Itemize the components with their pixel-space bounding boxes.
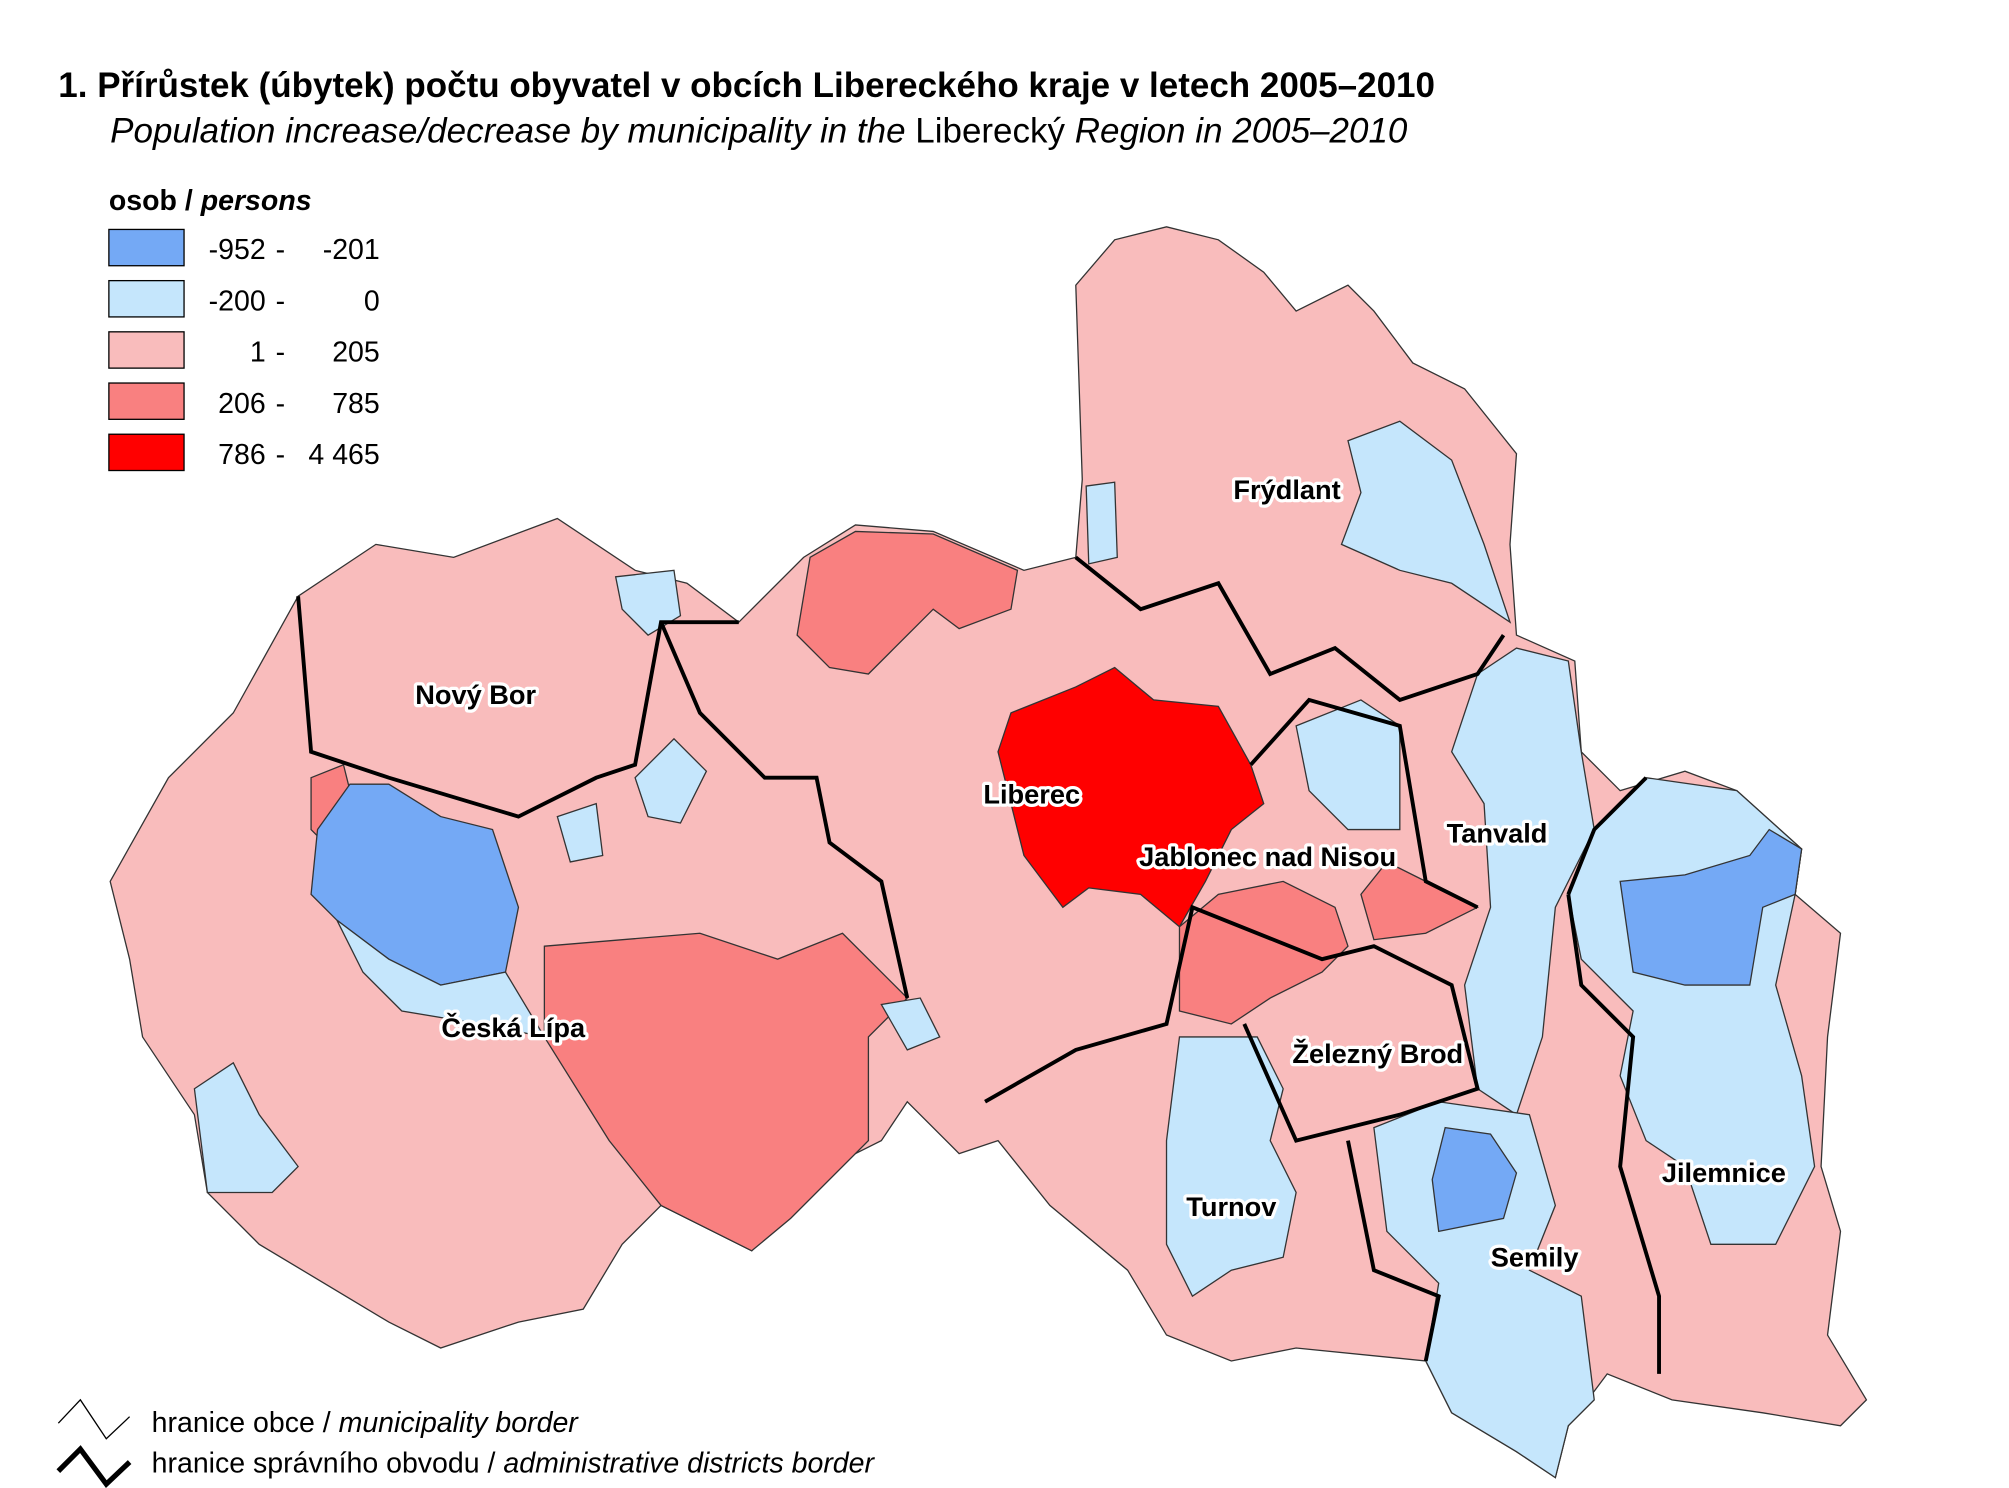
map: Frýdlant Nový Bor Liberec Jablonec nad N… xyxy=(109,226,1868,1479)
area xyxy=(1450,647,1595,1116)
municipality-border-icon xyxy=(57,1398,131,1440)
area xyxy=(543,932,909,1252)
area xyxy=(1085,481,1118,565)
district-label: Nový Bor xyxy=(415,679,536,710)
border-legend-part: municipality border xyxy=(339,1407,580,1439)
area xyxy=(1340,420,1512,624)
legend-separator: - xyxy=(276,234,286,266)
area xyxy=(997,666,1265,928)
district-border xyxy=(1346,1140,1441,1362)
subtitle: Population increase/decrease by municipa… xyxy=(110,112,1408,151)
border-legend-part: administrative districts border xyxy=(503,1447,875,1479)
legend-from: 206 xyxy=(218,388,266,420)
district-border xyxy=(1566,776,1648,896)
district-label: Semily xyxy=(1491,1241,1579,1272)
legend-swatch xyxy=(108,279,185,318)
legend-separator: - xyxy=(276,388,286,420)
district-label: Turnov xyxy=(1186,1191,1277,1222)
area xyxy=(310,783,520,986)
district-border xyxy=(1249,697,1479,910)
district-border xyxy=(296,596,739,819)
district-border xyxy=(984,904,1480,1143)
district-label: Jilemnice xyxy=(1662,1157,1786,1188)
district-label: Liberec xyxy=(983,779,1080,810)
district-label: Tanvald xyxy=(1447,818,1548,849)
legend-swatch xyxy=(108,433,185,472)
district-border xyxy=(1074,555,1506,703)
area xyxy=(1431,1126,1518,1233)
border-legend-part: hranice správního obvodu / xyxy=(152,1447,504,1479)
legend-title-part: persons xyxy=(200,185,312,217)
area xyxy=(556,802,604,863)
legend-separator: - xyxy=(276,337,286,369)
legend-separator: - xyxy=(276,285,286,317)
border-legend-text: hranice správního obvodu / administrativ… xyxy=(152,1447,876,1479)
area xyxy=(634,737,708,824)
legend-from: 1 xyxy=(250,337,266,369)
legend-from: -200 xyxy=(209,285,266,317)
area xyxy=(796,530,1019,675)
area xyxy=(880,997,941,1051)
area xyxy=(1165,1036,1297,1298)
legend-to: 4 465 xyxy=(308,439,379,471)
district-border xyxy=(1566,894,1661,1374)
legend-title-part: osob / xyxy=(109,185,201,217)
district-label: Česká Lípa xyxy=(441,1012,586,1043)
district-border-icon xyxy=(56,1445,132,1488)
legend-to: 0 xyxy=(364,285,380,317)
legend-to: 205 xyxy=(332,337,380,369)
border-legend: hranice obce / municipality border hrani… xyxy=(56,1398,876,1488)
area xyxy=(193,1061,299,1194)
legend-swatch xyxy=(108,228,185,267)
area xyxy=(1295,699,1401,831)
legend: osob / persons -952- -201-200-01-205206-7… xyxy=(108,185,380,472)
border-legend-text: hranice obce / municipality border xyxy=(152,1407,580,1439)
legend-from: 786 xyxy=(218,439,266,471)
border-legend-part: hranice obce / xyxy=(152,1407,339,1439)
legend-swatch xyxy=(108,382,185,420)
legend-title: osob / persons xyxy=(109,185,312,217)
district-label: Jablonec nad Nisou xyxy=(1139,841,1396,872)
legend-to: -201 xyxy=(323,234,380,266)
subtitle-part: Region in 2005–2010 xyxy=(1065,112,1408,151)
legend-to: 785 xyxy=(332,388,380,420)
title: 1. Přírůstek (úbytek) počtu obyvatel v o… xyxy=(58,66,1435,105)
district-label: Frýdlant xyxy=(1233,474,1340,505)
district-border xyxy=(659,621,910,999)
subtitle-part: Population increase/decrease by municipa… xyxy=(110,112,915,151)
legend-separator: - xyxy=(276,439,286,471)
legend-swatch xyxy=(108,331,185,369)
area xyxy=(336,919,546,1038)
area xyxy=(1619,828,1803,986)
subtitle-part: Liberecký xyxy=(915,112,1065,151)
legend-from: -952 xyxy=(209,234,266,266)
district-label: Železný Brod xyxy=(1292,1038,1463,1069)
